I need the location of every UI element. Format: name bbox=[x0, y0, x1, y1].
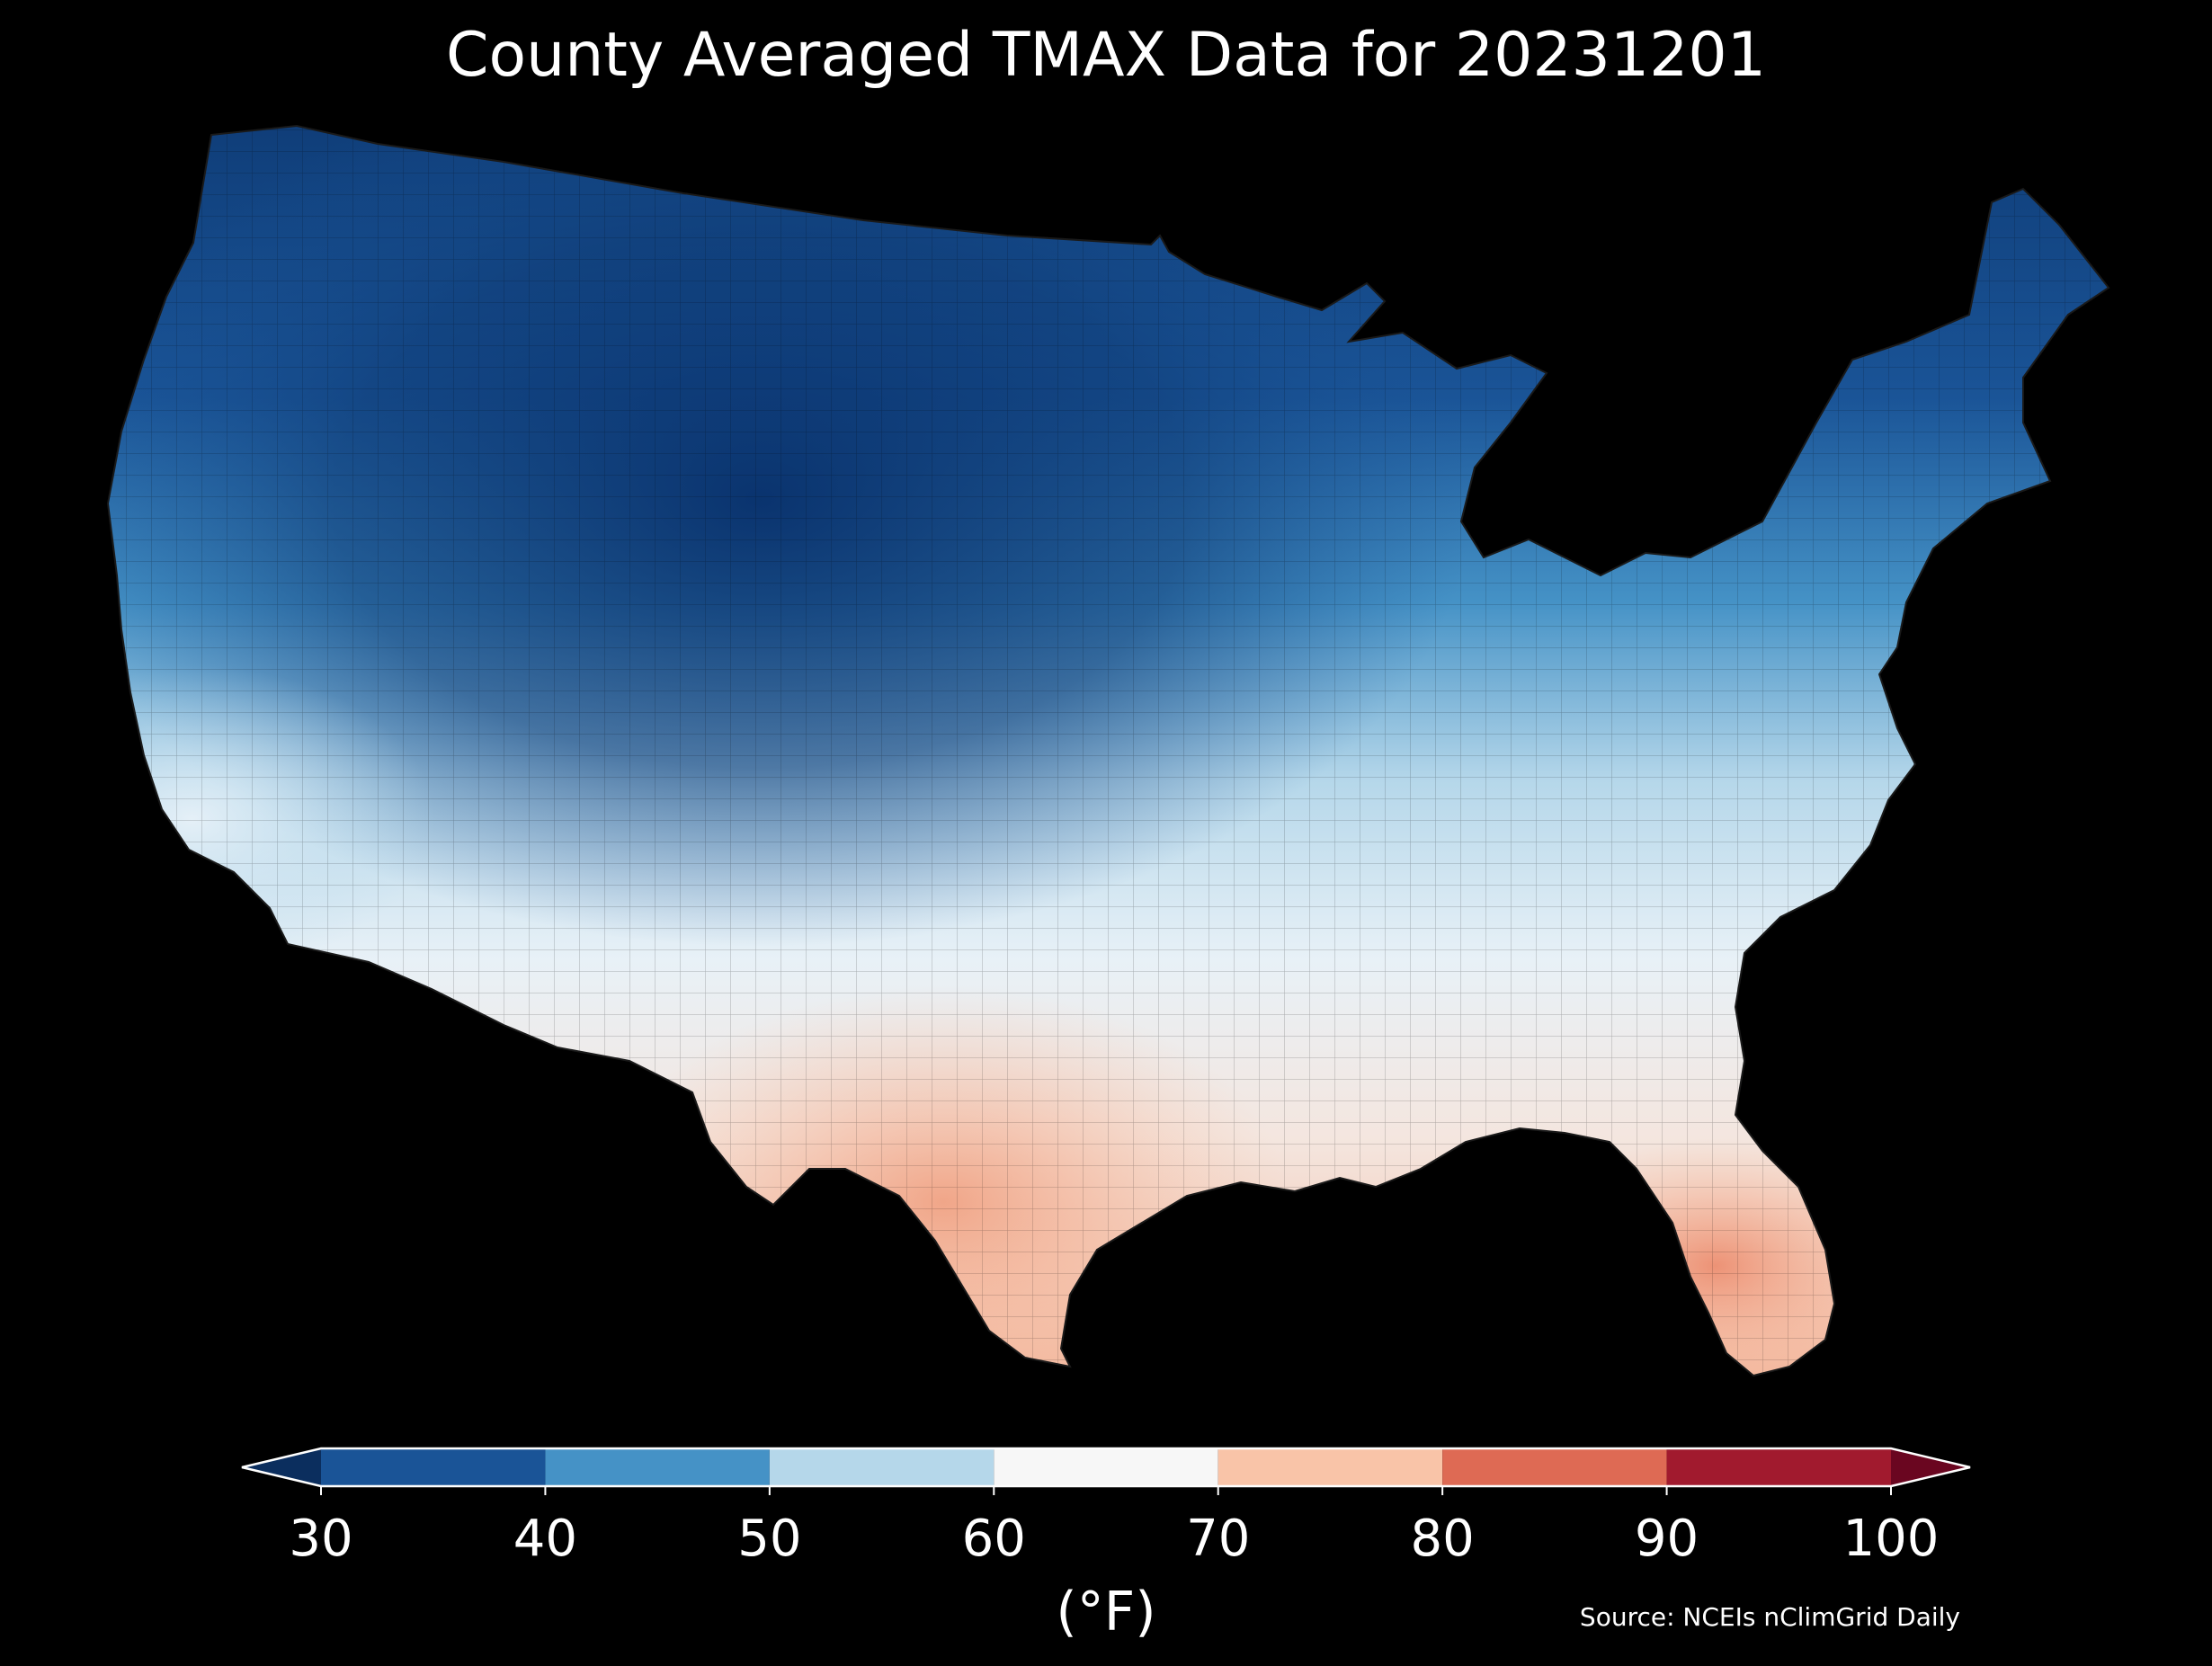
colorbar-tick-label: 90 bbox=[1634, 1510, 1699, 1568]
colorbar-unit-label: (°F) bbox=[1056, 1581, 1156, 1644]
colorbar-bin-1 bbox=[545, 1448, 770, 1486]
colorbar-tick-label: 80 bbox=[1410, 1510, 1475, 1568]
colorbar-bin-0 bbox=[321, 1448, 546, 1486]
source-label: Source: NCEIs nClimGrid Daily bbox=[1579, 1602, 1960, 1632]
colorbar-bin-5 bbox=[1442, 1448, 1667, 1486]
colorbar-bin-4 bbox=[1217, 1448, 1443, 1486]
colorbar-bin-6 bbox=[1666, 1448, 1891, 1486]
colorbar-tick-label: 50 bbox=[737, 1510, 802, 1568]
colorbar-tick-label: 30 bbox=[289, 1510, 353, 1568]
colorbar-tick-label: 40 bbox=[513, 1510, 578, 1568]
colorbar-bin-3 bbox=[994, 1448, 1218, 1486]
colorbar-bin-2 bbox=[769, 1448, 995, 1486]
colorbar-tick-label: 60 bbox=[961, 1510, 1026, 1568]
colorbar-tick-label: 100 bbox=[1842, 1510, 1940, 1568]
colorbar-under-extend bbox=[242, 1448, 321, 1486]
map-title: County Averaged TMAX Data for 20231201 bbox=[446, 20, 1766, 91]
colorbar-tick-label: 70 bbox=[1186, 1510, 1251, 1568]
colorbar-over-extend bbox=[1891, 1448, 1970, 1486]
